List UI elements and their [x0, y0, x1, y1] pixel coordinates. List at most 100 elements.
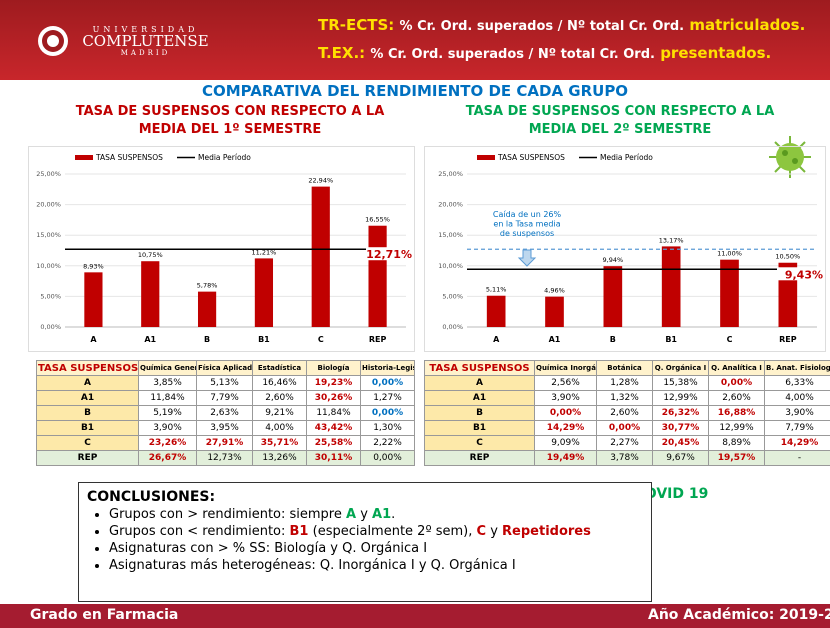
header-line: TR-ECTS: % Cr. Ord. superados / Nº total… — [318, 16, 805, 34]
row-label: A1 — [36, 390, 139, 406]
header-cell: Química Inorgánica — [534, 360, 597, 376]
y-tick-label: 25,00% — [36, 170, 61, 178]
header-cell: Estadística — [252, 360, 307, 376]
cell: 2,60% — [708, 390, 765, 406]
bar — [603, 266, 623, 327]
text: (especialmente 2º sem), — [312, 524, 473, 539]
bar — [141, 261, 160, 327]
cell: 1,32% — [596, 390, 653, 406]
x-tick-label: B1 — [258, 335, 270, 344]
header-cell: Historia-Legislación — [360, 360, 415, 376]
univ-line: UNIVERSIDAD — [92, 25, 199, 34]
row: REP 19,49% 3,78% 9,67% 19,57% - — [424, 450, 830, 466]
header-cell: Química General — [138, 360, 197, 376]
cell: 6,33% — [764, 375, 830, 391]
arrow — [517, 249, 537, 267]
label: presentados. — [660, 44, 772, 62]
header-line: T.EX.: % Cr. Ord. superados / Nº total C… — [318, 44, 771, 62]
y-tick-label: 0,00% — [40, 323, 61, 331]
row: A1 3,90% 1,32% 12,99% 2,60% 4,00% — [424, 390, 830, 406]
text: Grupos con > rendimiento: siempre — [109, 507, 342, 522]
annotation: de suspensos — [500, 229, 554, 238]
text: % Cr. Ord. superados / Nº total Cr. Ord. — [399, 19, 685, 34]
header-cell: Q. Orgánica I — [652, 360, 709, 376]
cell: 2,60% — [596, 405, 653, 421]
legend-label: TASA SUSPENSOS — [95, 153, 163, 162]
cell: 9,67% — [652, 450, 709, 466]
cell: 30,11% — [306, 450, 361, 466]
cell: 1,28% — [596, 375, 653, 391]
cell: 0,00% — [708, 375, 765, 391]
virus-icon — [769, 136, 811, 178]
cell: 20,45% — [652, 435, 709, 451]
cell: 9,21% — [252, 405, 307, 421]
cell: 1,30% — [360, 420, 415, 436]
legend-swatch — [75, 155, 93, 160]
text: C — [476, 524, 487, 539]
chart-title-line: TASA DE SUSPENSOS CON RESPECTO A LA — [75, 104, 385, 119]
cell: 19,57% — [708, 450, 765, 466]
cell: 26,67% — [138, 450, 197, 466]
header-cell: TASA SUSPENSOS — [424, 360, 535, 376]
mean-label: 12,71% — [366, 248, 412, 261]
cell: 14,29% — [534, 420, 597, 436]
cell: 13,26% — [252, 450, 307, 466]
cell: 3,85% — [138, 375, 197, 391]
text: . — [391, 507, 396, 522]
row-label: REP — [424, 450, 535, 466]
row: A 2,56% 1,28% 15,38% 0,00% 6,33% — [424, 375, 830, 391]
cell: 15,38% — [652, 375, 709, 391]
cell: 3,78% — [596, 450, 653, 466]
cell: 0,00% — [360, 450, 415, 466]
univ-line: COMPLUTENSE — [82, 32, 209, 50]
y-tick-label: 15,00% — [438, 231, 463, 239]
mean-label-bg — [366, 247, 408, 261]
row-label: B1 — [36, 420, 139, 436]
x-tick-label: B — [610, 335, 616, 344]
header-cell: Botánica — [596, 360, 653, 376]
value-label: 22,94% — [308, 177, 333, 185]
cell: 8,89% — [708, 435, 765, 451]
cell: 12,99% — [708, 420, 765, 436]
footer-right: Año Académico: 2019-20 — [648, 607, 830, 623]
cell: 9,09% — [534, 435, 597, 451]
header-cell: Física Aplicada — [196, 360, 253, 376]
item: Asignaturas con > % SS: Biología y Q. Or… — [109, 541, 651, 556]
legend-label: TASA SUSPENSOS — [497, 153, 565, 162]
cell: 35,71% — [252, 435, 307, 451]
row-label: C — [36, 435, 139, 451]
row-label: A1 — [424, 390, 535, 406]
y-tick-label: 5,00% — [442, 292, 463, 300]
cell: 0,00% — [360, 375, 415, 391]
bar — [368, 225, 387, 327]
cell: 12,99% — [652, 390, 709, 406]
cell: 3,90% — [138, 420, 197, 436]
text: y — [490, 524, 498, 539]
row-label: REP — [36, 450, 139, 466]
cell: 2,22% — [360, 435, 415, 451]
bar — [84, 272, 103, 327]
bar — [197, 291, 217, 327]
cell: 26,32% — [652, 405, 709, 421]
value-label: 9,94% — [603, 256, 624, 264]
text: Asignaturas con > % SS: Biología y Q. Or… — [109, 541, 428, 556]
cell: 27,91% — [196, 435, 253, 451]
label: matriculados. — [689, 16, 806, 34]
value-label: 10,50% — [775, 253, 800, 261]
bar — [254, 258, 274, 327]
row: A1 11,84% 7,79% 2,60% 30,26% 1,27% — [36, 390, 415, 406]
mean-label: 9,43% — [785, 268, 823, 281]
value-label: 5,78% — [197, 282, 218, 290]
university: UNIVERSIDAD COMPLUTENSE MADRID — [78, 25, 213, 57]
cell: 11,84% — [306, 405, 361, 421]
text: A1 — [372, 507, 392, 522]
row: REP 26,67% 12,73% 13,26% 30,11% 0,00% — [36, 450, 415, 466]
y-tick-label: 10,00% — [438, 262, 463, 270]
title: COMPARATIVA DEL RENDIMIENTO DE CADA GRUP… — [201, 82, 629, 100]
label: TR-ECTS: — [318, 16, 395, 34]
row: A 3,85% 5,13% 16,46% 19,23% 0,00% — [36, 375, 415, 391]
x-tick-label: B — [204, 335, 210, 344]
row-label: A — [36, 375, 139, 391]
annotation: en la Tasa media — [493, 220, 560, 229]
